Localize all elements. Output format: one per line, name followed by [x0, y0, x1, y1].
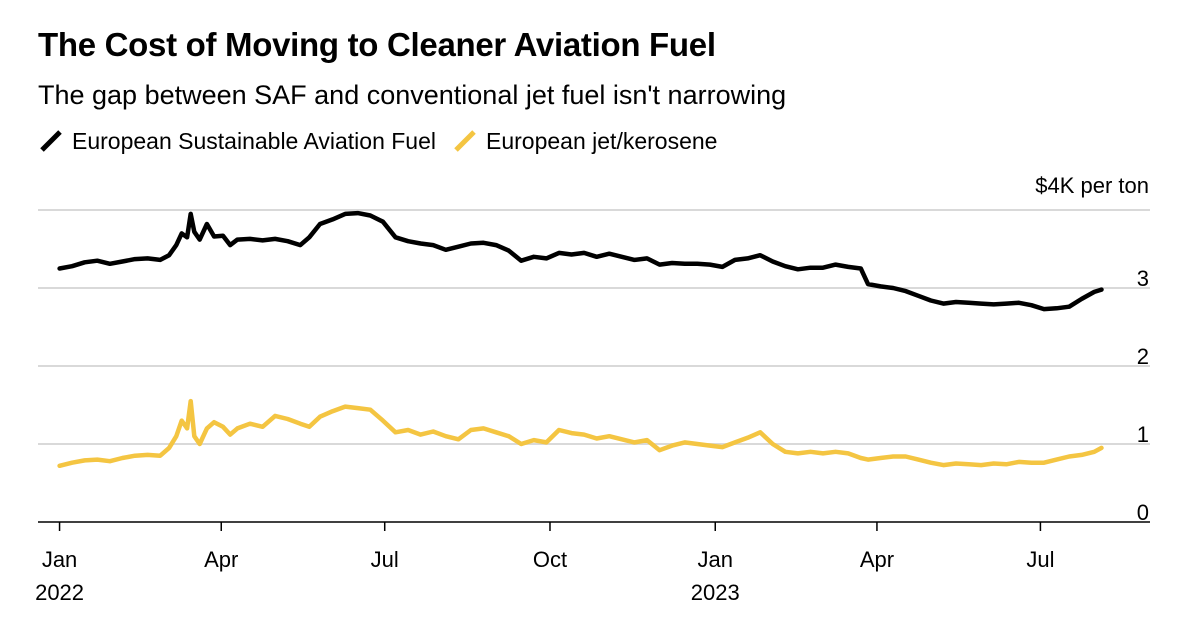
legend-item-jet: European jet/kerosene: [452, 128, 717, 155]
grid-layer: [38, 209, 1150, 445]
x-tick-year-label: 2023: [691, 580, 740, 605]
series-layer: [57, 210, 1104, 469]
x-tick-label: Apr: [204, 547, 238, 572]
y-tick-label: 2: [1137, 344, 1149, 369]
legend-label-saf: European Sustainable Aviation Fuel: [72, 127, 437, 154]
chart-subtitle: The gap between SAF and conventional jet…: [38, 80, 787, 110]
y-tick-label: 3: [1137, 266, 1149, 291]
legend-swatch-jet-icon: [454, 130, 476, 152]
x-tick-year-label: 2022: [35, 580, 84, 605]
legend-swatch-saf-icon: [40, 130, 62, 152]
y-tick-label: 1: [1137, 422, 1149, 447]
x-tick-label: Jan: [42, 547, 77, 572]
series-line-saf: [57, 210, 1104, 312]
x-tick-label: Oct: [533, 547, 567, 572]
x-tick-label: Jan: [698, 547, 733, 572]
legend-label-jet: European jet/kerosene: [486, 127, 718, 154]
chart-title: The Cost of Moving to Cleaner Aviation F…: [38, 26, 716, 63]
x-tick-label: Apr: [860, 547, 894, 572]
series-line-jet: [57, 398, 1104, 469]
legend: European Sustainable Aviation Fuel Europ…: [38, 126, 733, 156]
y-tick-label: 0: [1137, 500, 1149, 525]
y-axis-unit-label: $4K per ton: [1035, 173, 1149, 198]
legend-item-saf: European Sustainable Aviation Fuel: [38, 128, 436, 155]
x-tick-label: Jul: [1026, 547, 1054, 572]
axis-layer: 0 1 2 3 Jan 2022 Apr Jul Oct Jan 2023 Apr Jul: [35, 266, 1150, 605]
x-tick-label: Jul: [371, 547, 399, 572]
